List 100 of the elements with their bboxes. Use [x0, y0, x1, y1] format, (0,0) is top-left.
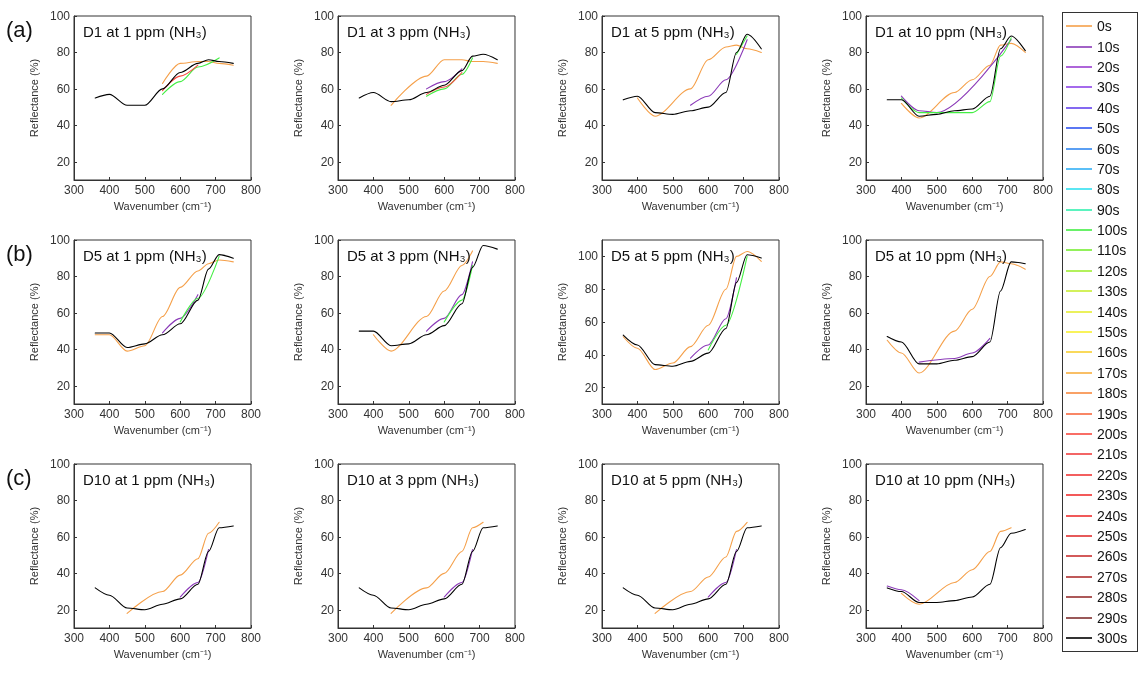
- y-tick-label: 100: [49, 457, 71, 471]
- legend-label: 230s: [1097, 487, 1128, 504]
- x-tick-label: 400: [891, 631, 912, 645]
- x-tick-label: 500: [662, 407, 684, 421]
- x-tick-label: 600: [962, 183, 983, 197]
- y-tick-label: 20: [848, 602, 863, 617]
- legend-label: 110s: [1097, 242, 1127, 259]
- legend-label: 270s: [1097, 568, 1128, 585]
- legend-label: 200s: [1097, 426, 1128, 442]
- y-tick-label: 20: [56, 378, 71, 393]
- x-tick-label: 600: [170, 407, 191, 421]
- y-tick-label: 20: [320, 378, 335, 393]
- x-tick-label: 300: [591, 407, 613, 421]
- line-series: [390, 59, 498, 106]
- line-series: [390, 521, 484, 614]
- x-tick-label: 600: [434, 183, 455, 197]
- y-tick-label: 100: [577, 249, 599, 264]
- text: D10 at 3 ppm (NH₃): [347, 471, 479, 488]
- line-series: [161, 61, 234, 84]
- line-series: [900, 42, 1026, 119]
- x-tick-label: 300: [63, 183, 85, 197]
- y-tick-label: 100: [49, 233, 71, 247]
- x-tick-label: 700: [205, 631, 226, 645]
- x-tick-label: 500: [398, 631, 420, 645]
- y-tick-label: 80: [320, 269, 335, 284]
- x-tick-label: 400: [627, 183, 648, 197]
- y-tick-label: 60: [56, 305, 71, 320]
- x-tick-label: 500: [926, 183, 948, 197]
- text: D10 at 1 ppm (NH₃): [83, 471, 215, 488]
- x-tick-label: 300: [855, 407, 877, 421]
- y-axis-title: Reflectance (%): [819, 282, 832, 362]
- y-tick-label: 80: [584, 282, 599, 297]
- y-axis-title: Reflectance (%): [27, 58, 40, 138]
- x-tick-label: 400: [363, 407, 384, 421]
- legend-label: 30s: [1097, 79, 1120, 96]
- line-series: [689, 39, 748, 106]
- x-tick-label: 600: [962, 631, 983, 645]
- y-tick-label: 80: [320, 493, 335, 508]
- y-tick-label: 60: [848, 81, 863, 96]
- legend-label: 120s: [1097, 262, 1128, 279]
- text: D1 at 3 ppm (NH₃): [347, 23, 471, 40]
- y-axis-title: Reflectance (%): [555, 506, 568, 586]
- x-tick-label: 600: [962, 407, 983, 421]
- y-axis-title: Reflectance (%): [819, 58, 832, 138]
- x-tick-label: 500: [134, 183, 156, 197]
- legend-label: 160s: [1097, 344, 1128, 361]
- x-tick-label: 500: [398, 407, 420, 421]
- x-tick-label: 400: [99, 183, 120, 197]
- x-tick-label: 400: [99, 631, 120, 645]
- x-tick-label: 400: [627, 631, 648, 645]
- x-tick-label: 800: [768, 407, 790, 421]
- x-tick-label: 800: [240, 631, 262, 645]
- y-tick-label: 20: [56, 154, 71, 169]
- legend-label: 60s: [1097, 140, 1120, 157]
- x-tick-label: 700: [469, 183, 490, 197]
- y-axis-title: Reflectance (%): [291, 506, 304, 586]
- x-tick-label: 300: [855, 183, 877, 197]
- y-tick-label: 60: [56, 81, 71, 96]
- y-tick-label: 80: [848, 493, 863, 508]
- x-tick-label: 800: [504, 631, 526, 645]
- x-tick-label: 800: [504, 183, 526, 197]
- x-tick-label: 600: [698, 631, 719, 645]
- x-axis-title: Wavenumber (cm⁻¹): [113, 648, 212, 661]
- legend-label: 150s: [1097, 324, 1128, 341]
- line-series: [372, 250, 474, 352]
- y-tick-label: 20: [848, 154, 863, 169]
- y-axis-title: Reflectance (%): [555, 58, 568, 138]
- x-tick-label: 600: [698, 407, 719, 421]
- y-tick-label: 20: [584, 380, 599, 395]
- legend-label: 130s: [1097, 283, 1128, 300]
- y-tick-label: 100: [577, 9, 599, 23]
- text: D10 at 10 ppm (NH₃): [875, 471, 1016, 488]
- line-series: [94, 59, 234, 106]
- x-tick-label: 500: [398, 183, 420, 197]
- line-series: [358, 525, 498, 611]
- line-series: [94, 525, 234, 611]
- y-tick-label: 40: [584, 566, 599, 581]
- x-tick-label: 400: [891, 183, 912, 197]
- text: D1 at 1 ppm (NH₃): [83, 23, 207, 40]
- legend-label: 90s: [1097, 201, 1120, 218]
- text: (c): [6, 464, 32, 490]
- x-axis-title: Wavenumber (cm⁻¹): [641, 200, 740, 213]
- legend-label: 50s: [1097, 120, 1120, 137]
- y-tick-label: 80: [848, 45, 863, 60]
- legend-label: 170s: [1097, 364, 1128, 381]
- y-axis-title: Reflectance (%): [291, 58, 304, 138]
- y-tick-label: 60: [320, 305, 335, 320]
- y-tick-label: 40: [56, 566, 71, 581]
- line-series: [918, 337, 991, 363]
- y-axis-title: Reflectance (%): [291, 282, 304, 362]
- line-series: [358, 53, 498, 103]
- x-tick-label: 500: [134, 407, 156, 421]
- legend-label: 180s: [1097, 385, 1128, 402]
- y-tick-label: 40: [320, 118, 335, 133]
- x-tick-label: 400: [891, 407, 912, 421]
- line-series: [654, 521, 748, 614]
- line-series: [636, 44, 762, 117]
- line-series: [126, 521, 220, 614]
- legend-label: 220s: [1097, 466, 1128, 483]
- legend-label: 40s: [1097, 99, 1120, 116]
